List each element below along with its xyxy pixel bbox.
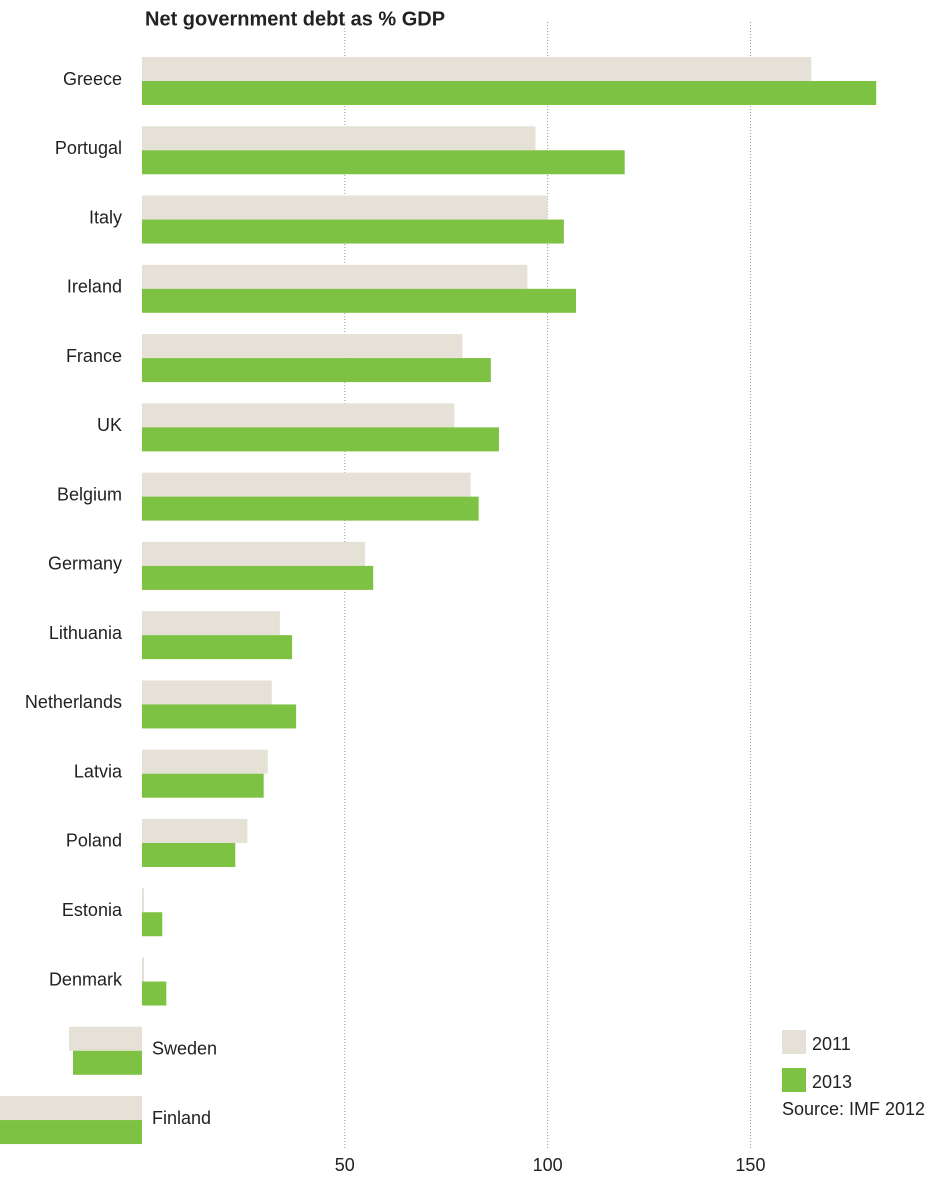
source: Source: IMF 2012 [782,1099,925,1119]
bar [141,565,374,590]
bar [141,219,564,244]
bar [141,912,163,937]
y-tick-label: Portugal [55,138,122,158]
bar [141,472,471,497]
y-tick-label: Poland [66,831,122,851]
grid [344,22,751,1148]
y-tick-label: Denmark [49,969,123,989]
bar [141,541,366,566]
x-tick-label: 50 [335,1155,355,1175]
y-tick-label: Sweden [152,1039,217,1059]
bar [141,81,877,105]
bar [141,611,280,636]
bar [141,680,272,705]
bar [141,195,548,220]
bar [73,1050,142,1075]
bar [141,749,268,774]
bar [141,773,264,798]
y-tick-label: France [66,346,122,366]
bar [141,150,625,175]
bar [141,358,491,383]
bar [141,126,536,151]
y-tick-label: Finland [152,1108,211,1128]
bar [141,704,297,729]
y-tick-label: Italy [89,207,122,227]
bar [141,496,479,521]
y-tick-label: Belgium [57,484,122,504]
bars [0,57,877,1145]
y-tick-label: Greece [63,69,122,89]
legend-label: 2011 [812,1034,851,1054]
y-tick-label: Estonia [62,900,123,920]
bar [141,957,145,982]
chart-title: Net government debt as % GDP [145,8,445,30]
x-tick-label: 100 [533,1155,563,1175]
bar [141,818,248,843]
y-tick-label: UK [97,415,122,435]
y-tick-label: Lithuania [49,623,123,643]
bar [141,842,236,867]
legend-label: 2013 [812,1072,852,1092]
x-tick-label: 150 [735,1155,765,1175]
bar [141,288,577,313]
bar [141,264,528,289]
y-tick-label: Ireland [67,277,122,297]
legend-swatch [782,1030,806,1054]
bar [68,1026,142,1051]
labels: 50 100 150 Greece Portugal Italy Ireland France… [25,69,852,1175]
bar [0,1120,142,1145]
bar [141,334,463,359]
bar [141,635,293,660]
bar [141,981,167,1006]
y-tick-label: Latvia [74,761,123,781]
legend-swatch [782,1068,806,1092]
bar [141,403,455,428]
bar [141,57,812,81]
bar [141,427,499,452]
bar [141,888,145,913]
y-tick-label: Netherlands [25,692,122,712]
bar [0,1096,142,1121]
y-tick-label: Germany [48,554,122,574]
